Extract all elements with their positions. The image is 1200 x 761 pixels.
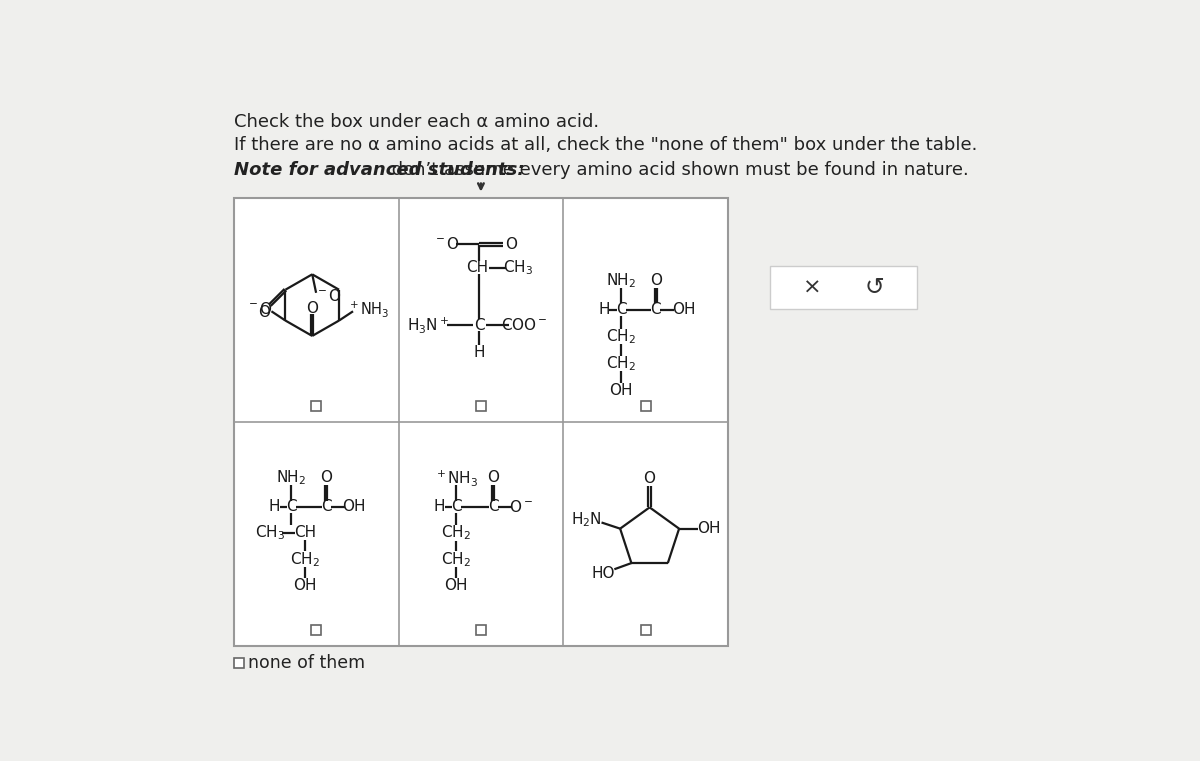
Text: CH$_2$: CH$_2$: [606, 327, 636, 346]
Bar: [476, 401, 486, 411]
Text: O: O: [487, 470, 499, 485]
Bar: [770, 266, 917, 309]
Text: O: O: [505, 237, 517, 252]
Text: Check the box under each α amino acid.: Check the box under each α amino acid.: [234, 113, 599, 131]
Text: OH: OH: [672, 302, 696, 317]
Text: If there are no α amino acids at all, check the "none of them" box under the tab: If there are no α amino acids at all, ch…: [234, 136, 977, 154]
Text: H: H: [474, 345, 485, 360]
Bar: [311, 401, 322, 411]
Bar: [641, 401, 650, 411]
Text: C: C: [320, 499, 331, 514]
Text: $^-$O: $^-$O: [433, 237, 461, 253]
Text: O: O: [320, 470, 332, 485]
Text: don’t assume every amino acid shown must be found in nature.: don’t assume every amino acid shown must…: [386, 161, 970, 179]
Text: C: C: [616, 302, 626, 317]
Text: $^-$O: $^-$O: [246, 301, 272, 317]
Text: COO$^-$: COO$^-$: [500, 317, 547, 333]
Text: OH: OH: [697, 521, 720, 537]
Text: C: C: [451, 499, 462, 514]
Text: none of them: none of them: [247, 654, 365, 672]
Text: H: H: [598, 302, 610, 317]
Text: OH: OH: [342, 499, 366, 514]
Bar: [476, 626, 486, 635]
Text: CH: CH: [466, 260, 488, 275]
Text: CH$_2$: CH$_2$: [290, 549, 320, 568]
Text: H: H: [433, 499, 445, 514]
Bar: [234, 658, 244, 667]
Text: ↺: ↺: [865, 275, 884, 299]
Text: C: C: [474, 318, 485, 333]
Bar: [311, 626, 322, 635]
Text: NH$_2$: NH$_2$: [276, 468, 306, 487]
Text: C: C: [650, 302, 661, 317]
Text: O: O: [650, 273, 662, 288]
Text: O: O: [643, 470, 655, 486]
Text: CH$_2$: CH$_2$: [606, 354, 636, 373]
Bar: [641, 626, 650, 635]
Bar: [234, 198, 728, 646]
Text: O: O: [306, 301, 318, 316]
Text: CH$_2$: CH$_2$: [442, 524, 472, 543]
Text: H: H: [269, 499, 280, 514]
Text: H$_3$N$^+$: H$_3$N$^+$: [407, 315, 449, 336]
Text: OH: OH: [610, 383, 632, 398]
Text: OH: OH: [294, 578, 317, 593]
Text: O$^-$: O$^-$: [509, 498, 533, 514]
Text: Note for advanced students:: Note for advanced students:: [234, 161, 524, 179]
Text: CH$_3$: CH$_3$: [254, 524, 284, 543]
Text: O: O: [258, 305, 270, 320]
Text: CH$_2$: CH$_2$: [442, 549, 472, 568]
Text: H$_2$N: H$_2$N: [571, 510, 601, 529]
Text: NH$_2$: NH$_2$: [606, 271, 636, 290]
Text: HO: HO: [592, 566, 616, 581]
Text: OH: OH: [444, 578, 468, 593]
Text: $^+$NH$_3$: $^+$NH$_3$: [347, 299, 390, 319]
Text: C: C: [286, 499, 296, 514]
Text: CH: CH: [294, 526, 317, 540]
Text: CH$_3$: CH$_3$: [503, 258, 533, 277]
Text: $^-$O: $^-$O: [316, 288, 342, 304]
Text: ×: ×: [803, 277, 822, 298]
Text: C: C: [488, 499, 499, 514]
Text: $^+$NH$_3$: $^+$NH$_3$: [434, 467, 478, 488]
